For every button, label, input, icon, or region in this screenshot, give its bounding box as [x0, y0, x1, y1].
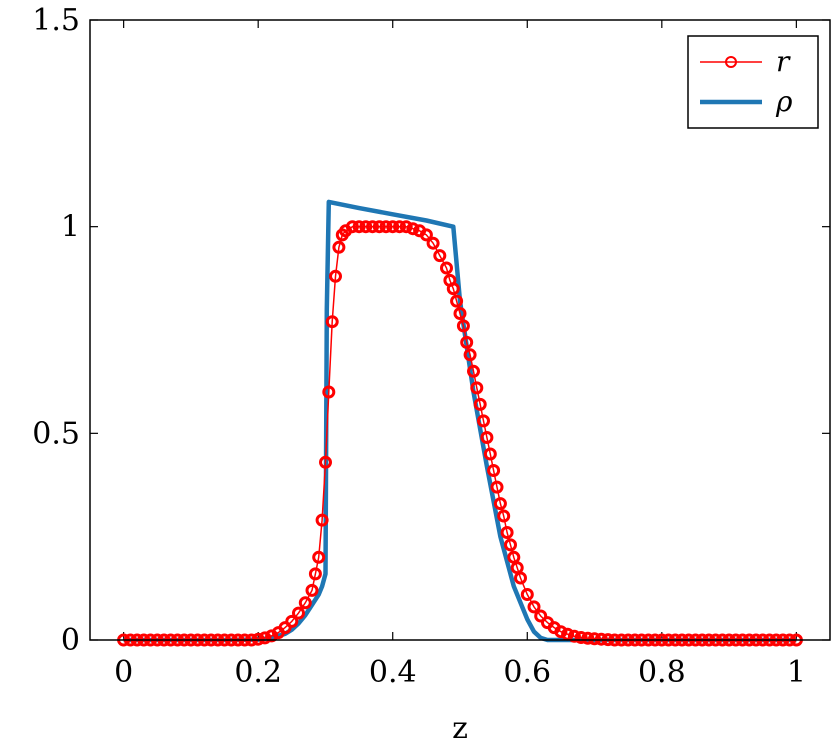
series-r-point [325, 315, 339, 329]
series-r-point [456, 319, 470, 333]
tick-labels: 0 0.2 0.4 0.6 0.8 1 0 0.5 1 1.5 [32, 3, 806, 690]
series-r-point [315, 513, 329, 527]
series-r-point [305, 583, 319, 597]
series-r-point [329, 269, 342, 283]
series-r-point [567, 629, 581, 643]
series-r-point [490, 480, 504, 494]
series-r-point [497, 509, 511, 523]
series-r-point [399, 220, 413, 234]
x-axis-title: z [452, 711, 468, 746]
series-r-point [386, 220, 400, 234]
legend-r-label: r [776, 45, 791, 78]
series-rho-line [123, 199, 797, 643]
series-r-point [352, 220, 366, 234]
series-r-point [433, 249, 447, 263]
series-r-point [319, 455, 332, 469]
series-r-point [258, 631, 272, 645]
series-r-point [251, 632, 265, 646]
x-tick-label: 0.4 [369, 655, 417, 690]
series-r-point [473, 397, 487, 411]
series-r-point [493, 497, 507, 511]
series-r-point [345, 220, 359, 234]
legend-box [687, 35, 819, 129]
y-tick-label: 1.5 [32, 3, 80, 38]
y-tick-label: 0.5 [32, 416, 80, 451]
series-r-point [534, 609, 548, 623]
series-r-point [285, 614, 299, 628]
legend-rho-label: ρ [775, 85, 793, 118]
series-r-point [574, 631, 588, 644]
plot-frame [89, 19, 831, 641]
series-r-point [504, 538, 517, 552]
series-r-point [588, 632, 601, 646]
series-r-point [554, 625, 568, 639]
series-r-point [393, 220, 406, 234]
series-r-point [453, 307, 467, 320]
series-r-point [561, 627, 575, 641]
series-r-point [312, 550, 326, 564]
series-r-point [581, 631, 595, 645]
y-tick-label: 1 [61, 210, 80, 245]
series-r-point [419, 228, 433, 242]
series-r-point [366, 220, 379, 234]
legend-r-swatch-marker [725, 56, 737, 68]
series-r-point [520, 588, 534, 601]
series-layer [117, 199, 803, 647]
series-r-point [440, 261, 453, 275]
series-r-point [527, 600, 541, 614]
y-tick-label: 0 [61, 623, 80, 658]
series-r-point [322, 385, 336, 399]
x-tick-label: 0.8 [638, 655, 686, 690]
series-r-point [292, 606, 305, 620]
series-r-point [426, 236, 440, 250]
x-tick-label: 1 [787, 655, 806, 690]
series-r-point [514, 571, 527, 585]
series-r-point [308, 567, 322, 581]
series-r-point [359, 220, 373, 234]
series-r-point [446, 282, 460, 296]
legend: rρ [687, 35, 819, 129]
series-r-point [450, 294, 464, 308]
series-r-point [480, 431, 494, 444]
x-tick-label: 0 [114, 655, 133, 690]
series-r-point [594, 632, 608, 646]
series-r-point [500, 526, 514, 539]
series-r-point [298, 596, 312, 610]
series-r-point [477, 414, 490, 428]
series-r-point [460, 335, 474, 349]
series-r-point [463, 348, 477, 362]
series-r-point [332, 240, 346, 254]
x-tick-label: 0.2 [234, 655, 282, 690]
series-r-point [379, 220, 393, 234]
series-r-point [483, 447, 497, 461]
series-r-point [487, 464, 501, 477]
x-tick-label: 0.6 [503, 655, 551, 690]
series-r-point [406, 222, 420, 236]
series-r-point [467, 364, 480, 378]
series-r-point [470, 381, 484, 395]
series-r-point [372, 220, 386, 234]
